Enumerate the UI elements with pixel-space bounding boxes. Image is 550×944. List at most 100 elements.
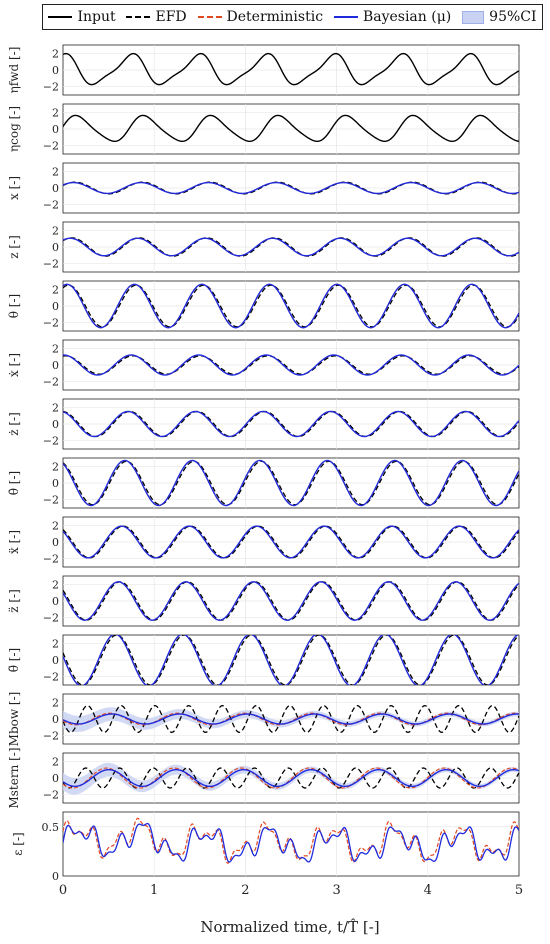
series-input	[63, 114, 519, 143]
legend-swatch-input	[48, 16, 73, 18]
legend-label-deterministic: Deterministic	[226, 9, 324, 25]
y-tick-label: −2	[43, 199, 59, 212]
y-tick-label: 2	[52, 578, 59, 591]
series-group	[63, 635, 519, 685]
series-bayesian	[63, 581, 519, 621]
y-axis-label: θ̇ [-]	[7, 471, 21, 495]
y-tick-label: 0.5	[42, 821, 60, 834]
y-tick-label: 2	[52, 283, 59, 296]
series-input	[63, 52, 519, 86]
panel-11: 2 0 −2 Mbow [-]	[7, 692, 520, 747]
panel-6: 2 0 −2 ż [-]	[7, 398, 520, 450]
y-tick-label: 0	[52, 64, 59, 77]
series-group	[63, 581, 519, 621]
y-tick-label: 2	[52, 47, 59, 60]
y-tick-label: 0	[52, 477, 59, 490]
legend-item-efd: EFD	[126, 9, 187, 25]
series-group	[63, 283, 519, 329]
y-tick-label: 0	[52, 123, 59, 136]
panel-1: 2 0 −2 ηcog [-]	[7, 103, 520, 155]
series-group	[63, 525, 519, 559]
y-tick-label: 0	[52, 182, 59, 195]
y-axis-label: Mstern [-]	[7, 747, 21, 808]
y-tick-label: 0	[52, 300, 59, 313]
y-tick-label: 0	[52, 595, 59, 608]
y-tick-label: −2	[43, 317, 59, 330]
panel-2: 2 0 −2 x [-]	[7, 162, 520, 214]
y-axis-label: ẋ [-]	[7, 353, 21, 377]
series-bayesian	[63, 354, 519, 376]
legend-swatch-ci	[462, 10, 485, 24]
y-tick-label: 0	[52, 870, 59, 883]
y-axis-label: Mbow [-]	[7, 692, 21, 747]
series-efd	[63, 410, 519, 438]
series-bayesian	[63, 713, 519, 725]
series-efd	[63, 525, 519, 559]
panel-10: 2 0 −2 θ̈ [-]	[7, 634, 520, 686]
series-group	[63, 237, 519, 257]
y-tick-label: 0	[52, 418, 59, 431]
series-group	[63, 114, 519, 143]
panel-8: 2 0 −2 ẍ [-]	[7, 516, 520, 568]
y-axis-label: θ̈ [-]	[7, 648, 21, 672]
y-axis-label: θ [-]	[7, 294, 21, 318]
legend-label-bayesian: Bayesian (μ)	[362, 9, 452, 25]
y-tick-label: 2	[52, 224, 59, 237]
panel-13: 0.5 0 ε [-]	[11, 811, 520, 883]
y-tick-label: −2	[43, 553, 59, 566]
legend-item-bayesian: Bayesian (μ)	[333, 9, 452, 25]
panel-frame	[62, 811, 520, 877]
y-tick-label: 2	[52, 519, 59, 532]
y-axis-label: x [-]	[7, 176, 21, 200]
series-bayesian	[63, 237, 519, 257]
y-tick-label: 2	[52, 106, 59, 119]
series-group	[63, 52, 519, 86]
series-deterministic	[63, 767, 519, 789]
x-tick-label: 1	[150, 883, 158, 898]
y-axis-label: z̈ [-]	[7, 589, 21, 613]
y-tick-label: −2	[43, 671, 59, 684]
y-tick-label: 0	[52, 654, 59, 667]
y-tick-label: −2	[43, 81, 59, 94]
legend-item-input: Input	[48, 9, 116, 25]
series-efd	[63, 581, 519, 621]
series-group	[63, 705, 519, 733]
y-axis-label: ηfwd [-]	[7, 47, 21, 94]
y-tick-label: 0	[52, 536, 59, 549]
panel-4: 2 0 −2 θ [-]	[7, 280, 520, 332]
y-tick-label: 2	[52, 755, 59, 768]
series-bayesian	[63, 459, 519, 507]
legend-item-ci: 95%CI	[462, 9, 537, 25]
series-group	[63, 181, 519, 195]
series-bayesian	[63, 768, 519, 788]
legend-label-input: Input	[77, 9, 116, 25]
series-group	[63, 410, 519, 438]
series-bayesian	[63, 181, 519, 195]
series-group	[63, 354, 519, 376]
panel-5: 2 0 −2 ẋ [-]	[7, 339, 520, 391]
x-tick-label: 0	[59, 883, 67, 898]
y-tick-label: −2	[43, 612, 59, 625]
legend-label-ci: 95%CI	[489, 9, 537, 25]
y-axis-label: ηcog [-]	[7, 106, 21, 152]
y-tick-label: −2	[43, 730, 59, 743]
legend-swatch-efd	[126, 16, 151, 18]
legend: Input EFD Deterministic Bayesian (μ) 95%…	[42, 4, 543, 30]
y-tick-label: 0	[52, 241, 59, 254]
y-tick-label: 2	[52, 165, 59, 178]
x-tick-label: 3	[332, 883, 340, 898]
panels: 2 0 −2 ηfwd [-] 2 0 −2 ηcog [-] 2 0 −2 x [-] 2 0 −2 z […	[7, 44, 523, 898]
legend-swatch-deterministic	[197, 16, 222, 18]
series-bayesian	[63, 635, 519, 685]
series-bayesian	[63, 410, 519, 438]
series-efd	[63, 767, 519, 789]
panel-0: 2 0 −2 ηfwd [-]	[7, 44, 520, 96]
series-group	[63, 817, 519, 864]
series-bayesian	[63, 525, 519, 559]
y-tick-label: 2	[52, 637, 59, 650]
y-tick-label: 2	[52, 401, 59, 414]
panel-3: 2 0 −2 z [-]	[7, 221, 520, 273]
panel-7: 2 0 −2 θ̇ [-]	[7, 457, 520, 509]
panel-12: 2 0 −2 Mstern [-]	[7, 747, 520, 809]
series-group	[63, 459, 519, 507]
